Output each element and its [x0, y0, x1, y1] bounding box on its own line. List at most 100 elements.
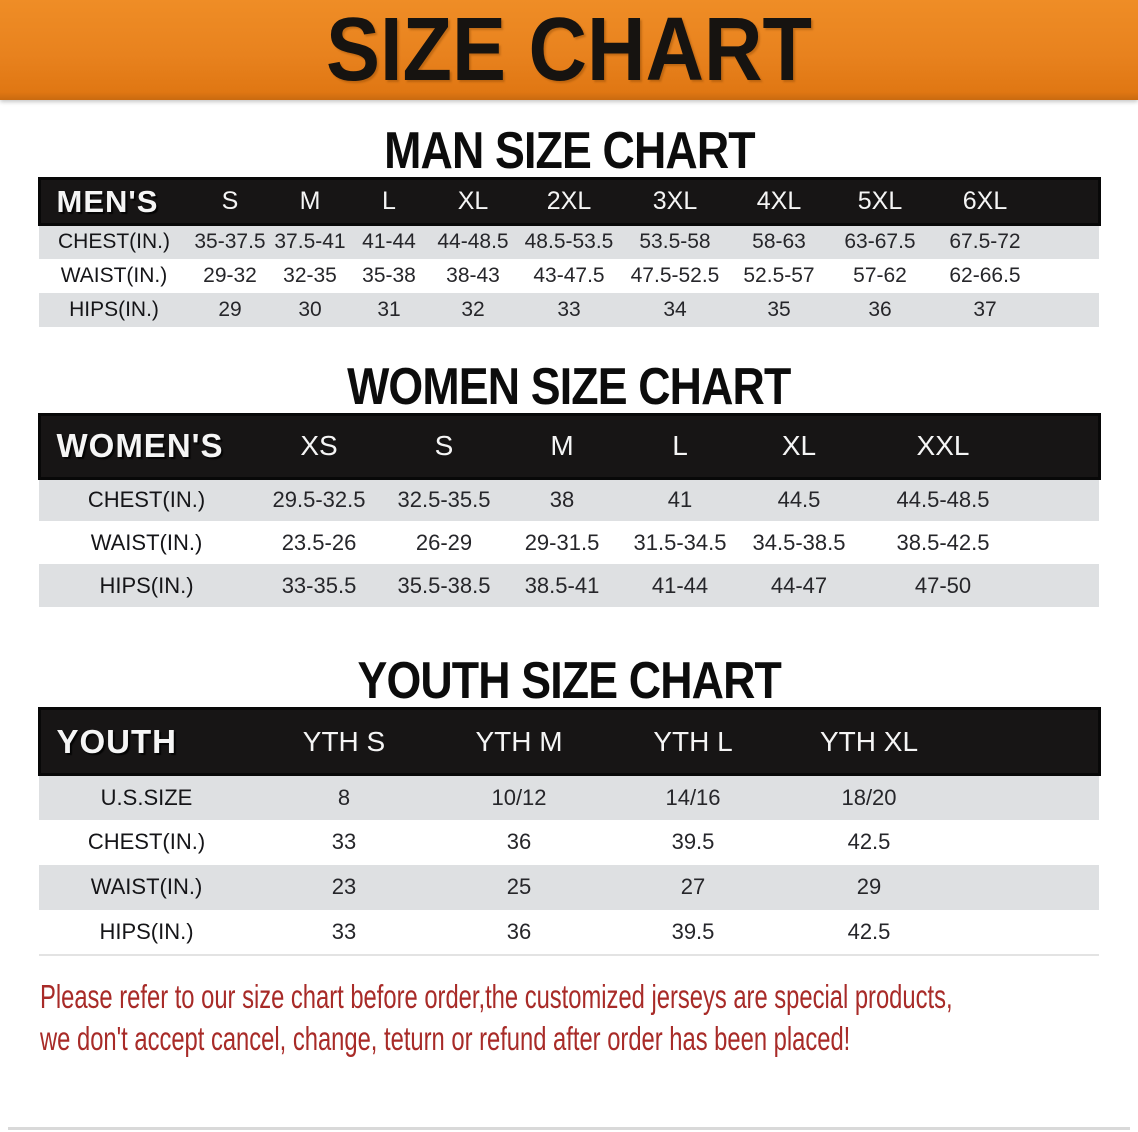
size-value-cell: 34: [663, 297, 687, 321]
youth-size-table: YOUTH YTH S YTH M YTH L YTH XL U.S.SIZE 8 10/12…: [37, 707, 1101, 956]
size-value-cell: 33: [331, 829, 357, 854]
banner-title: SIZE CHART: [326, 0, 812, 100]
measurement-row: CHEST(IN.) 33 36 39.5 42.5: [39, 819, 1099, 865]
size-chart-banner: SIZE CHART: [0, 0, 1138, 100]
size-column-header: YTH XL: [782, 707, 956, 776]
size-value-cell: 23: [331, 874, 357, 899]
size-value-cell: 29: [218, 297, 242, 321]
size-column-header: YTH M: [434, 707, 604, 776]
size-value-cell: 63-67.5: [829, 223, 931, 259]
size-value-cell: 41: [620, 476, 740, 521]
size-value-cell: 30: [298, 297, 322, 321]
men-size-section: MAN SIZE CHART MEN'S S M L XL 2XL 3XL 4XL 5XL 6XL…: [0, 125, 1138, 327]
notice-line-1: Please refer to our size chart before or…: [40, 976, 1138, 1018]
filler-cell: [956, 910, 1099, 955]
notice-line-2: we don't accept cancel, change, teturn o…: [40, 1018, 1138, 1060]
group-label-header: MEN'S: [37, 177, 189, 226]
row-label: CHEST(IN.): [39, 476, 254, 521]
size-value-cell: 43-47.5: [533, 263, 605, 287]
measurement-row: U.S.SIZE 8 10/12 14/16 18/20: [39, 773, 1099, 820]
size-value-cell: 31.5-34.5: [633, 529, 727, 555]
group-label-header: YOUTH: [37, 707, 254, 776]
youth-section-heading: YOUTH SIZE CHART: [0, 655, 1138, 707]
size-value-cell: 52.5-57: [743, 263, 815, 287]
size-value-cell: 47.5-52.5: [630, 263, 720, 287]
size-header-row: YOUTH YTH S YTH M YTH L YTH XL: [37, 707, 1101, 776]
size-value-cell: 31: [377, 297, 401, 321]
size-value-cell: 8: [254, 773, 434, 820]
size-value-cell: 37.5-41: [271, 223, 349, 259]
size-value-cell: 53.5-58: [621, 223, 729, 259]
size-column-header: 5XL: [829, 177, 931, 226]
size-header-row: MEN'S S M L XL 2XL 3XL 4XL 5XL 6XL: [37, 177, 1101, 226]
size-value-cell: 18/20: [782, 773, 956, 820]
size-value-cell: 14/16: [604, 773, 782, 820]
size-value-cell: 35.5-38.5: [397, 572, 491, 598]
size-value-cell: 25: [506, 874, 532, 899]
row-label: HIPS(IN.): [69, 297, 159, 321]
size-value-cell: 35: [767, 297, 791, 321]
size-value-cell: 48.5-53.5: [517, 223, 621, 259]
size-column-header: XL: [429, 177, 517, 226]
men-size-table: MEN'S S M L XL 2XL 3XL 4XL 5XL 6XL CHEST(IN.) 35-37…: [37, 177, 1101, 327]
filler-cell: [1028, 476, 1099, 521]
size-value-cell: 38: [504, 476, 620, 521]
size-value-cell: 34.5-38.5: [752, 529, 846, 555]
youth-section-heading-text: YOUTH SIZE CHART: [357, 652, 781, 710]
size-column-header: 2XL: [517, 177, 621, 226]
size-column-header: YTH S: [254, 707, 434, 776]
women-section-heading: WOMEN SIZE CHART: [0, 361, 1138, 413]
size-value-cell: 42.5: [847, 918, 891, 944]
size-column-header: L: [349, 177, 429, 226]
row-label: U.S.SIZE: [39, 773, 254, 820]
size-value-cell: 35-38: [362, 263, 416, 287]
size-value-cell: 32.5-35.5: [384, 476, 504, 521]
size-column-header: 6XL: [931, 177, 1039, 226]
size-value-cell: 29-31.5: [524, 529, 600, 555]
women-size-section: WOMEN SIZE CHART WOMEN'S XS S M L XL XXL CHEST(…: [0, 361, 1138, 607]
men-section-heading: MAN SIZE CHART: [0, 125, 1138, 177]
size-value-cell: 42.5: [847, 829, 891, 854]
row-label: HIPS(IN.): [99, 572, 194, 598]
size-value-cell: 23.5-26: [281, 529, 357, 555]
size-value-cell: 32: [461, 297, 485, 321]
measurement-row: CHEST(IN.) 29.5-32.5 32.5-35.5 38 41 44.5 44.5…: [39, 476, 1099, 521]
size-value-cell: 38.5-42.5: [896, 529, 990, 555]
row-label: CHEST(IN.): [87, 829, 206, 854]
size-value-cell: 58-63: [729, 223, 829, 259]
youth-size-section: YOUTH SIZE CHART YOUTH YTH S YTH M YTH L YTH…: [0, 655, 1138, 956]
size-column-header: M: [504, 412, 620, 480]
measurement-row: WAIST(IN.) 23.5-26 26-29 29-31.5 31.5-34.5 34…: [39, 521, 1099, 564]
size-column-header: XXL: [858, 412, 1028, 480]
filler-cell: [1039, 223, 1099, 259]
measurement-row: CHEST(IN.) 35-37.5 37.5-41 41-44 44-48.5 48.5…: [39, 223, 1099, 259]
row-label: WAIST(IN.): [90, 874, 203, 899]
size-column-header: XS: [254, 412, 384, 480]
size-value-cell: 36: [506, 918, 532, 944]
size-value-cell: 33-35.5: [281, 572, 357, 598]
size-value-cell: 62-66.5: [949, 263, 1021, 287]
notice-line-1-text: Please refer to our size chart before or…: [40, 977, 953, 1015]
filler-cell: [1028, 564, 1099, 607]
size-value-cell: 29.5-32.5: [254, 476, 384, 521]
size-value-cell: 39.5: [671, 918, 715, 944]
filler-header-cell: [956, 707, 1101, 776]
size-column-header: 4XL: [729, 177, 829, 226]
size-value-cell: 36: [506, 829, 532, 854]
size-value-cell: 37: [973, 297, 997, 321]
notice-line-2-text: we don't accept cancel, change, teturn o…: [40, 1019, 851, 1057]
size-value-cell: 10/12: [434, 773, 604, 820]
measurement-row: HIPS(IN.) 29 30 31 32 33 34 35 36 37: [39, 292, 1099, 327]
row-label: HIPS(IN.): [99, 918, 194, 944]
group-label-header: WOMEN'S: [37, 412, 254, 480]
size-column-header: L: [620, 412, 740, 480]
row-label: WAIST(IN.): [90, 529, 203, 555]
size-header-row: WOMEN'S XS S M L XL XXL: [37, 412, 1101, 480]
size-value-cell: 44.5: [740, 476, 858, 521]
filler-header-cell: [1028, 412, 1101, 480]
size-value-cell: 26-29: [415, 529, 473, 555]
measurement-row: WAIST(IN.) 23 25 27 29: [39, 864, 1099, 910]
size-value-cell: 32-35: [283, 263, 337, 287]
size-column-header: 3XL: [621, 177, 729, 226]
men-section-heading-text: MAN SIZE CHART: [383, 122, 755, 180]
